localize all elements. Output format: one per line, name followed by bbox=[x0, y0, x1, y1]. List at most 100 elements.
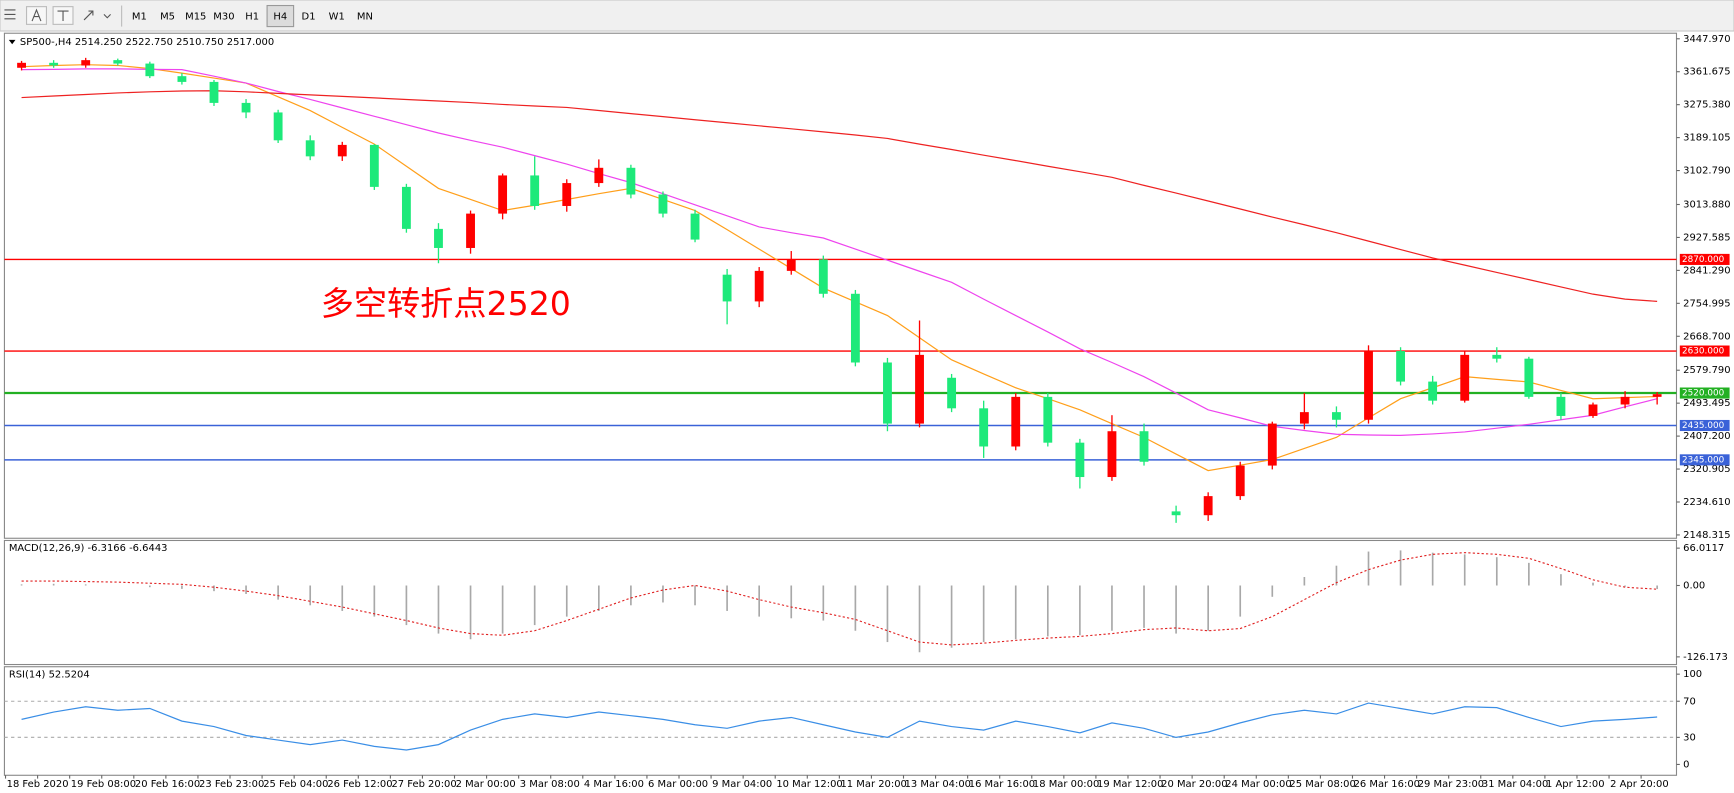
y-tick-label: 30 bbox=[1683, 732, 1696, 743]
moving-average bbox=[21, 68, 1658, 436]
x-tick-label: 11 Mar 20:00 bbox=[840, 779, 906, 790]
x-tick-label: 19 Mar 12:00 bbox=[1097, 779, 1163, 790]
text-tool-glyph bbox=[31, 8, 42, 22]
main-panel bbox=[3, 32, 1678, 539]
y-tick-label: 0.00 bbox=[1683, 580, 1705, 591]
y-tick-label: 100 bbox=[1683, 669, 1702, 680]
candle-body bbox=[915, 354, 924, 424]
y-tick-label: 2754.995 bbox=[1683, 298, 1730, 309]
y-tick-label: 0 bbox=[1683, 759, 1689, 770]
candle-body bbox=[1203, 496, 1213, 516]
x-tick-label: 13 Mar 04:00 bbox=[905, 779, 971, 790]
candle-body bbox=[786, 259, 796, 271]
timeframe-button[interactable] bbox=[295, 5, 322, 27]
y-tick-label: 3013.880 bbox=[1683, 199, 1730, 210]
candle-body bbox=[145, 63, 155, 77]
candle-body bbox=[1364, 351, 1373, 420]
candle-body bbox=[883, 362, 892, 424]
y-tick-label: 2407.200 bbox=[1683, 431, 1730, 442]
candle-body bbox=[979, 408, 989, 447]
text-tool[interactable] bbox=[25, 6, 47, 25]
candle-body bbox=[337, 144, 347, 157]
x-tick-label: 20 Mar 20:00 bbox=[1161, 779, 1227, 790]
y-tick-label: 2841.290 bbox=[1683, 265, 1730, 276]
candle-body bbox=[1620, 396, 1630, 405]
timeframe-label[interactable]: M1 bbox=[132, 12, 147, 23]
timeframe-button[interactable] bbox=[266, 4, 295, 28]
level-label-box bbox=[1679, 454, 1730, 466]
candle-body bbox=[113, 60, 123, 64]
x-tick-label: 1 Apr 12:00 bbox=[1546, 779, 1605, 790]
y-tick-label: 2668.700 bbox=[1683, 331, 1730, 342]
level-label: 2345.000 bbox=[1682, 455, 1725, 465]
timeframe-button[interactable] bbox=[182, 5, 210, 27]
candle-body bbox=[1428, 381, 1438, 401]
label-tool-glyph bbox=[57, 10, 69, 22]
y-tick-label: 3275.380 bbox=[1683, 100, 1730, 111]
x-tick-label: 2 Mar 00:00 bbox=[456, 779, 516, 790]
annotation: 多空转折点2520 bbox=[321, 284, 571, 323]
timeframe-button[interactable] bbox=[126, 5, 153, 27]
x-tick-label: 20 Feb 16:00 bbox=[135, 779, 200, 790]
candle-body bbox=[594, 167, 604, 184]
menu-icon[interactable] bbox=[4, 9, 16, 20]
y-tick-label: 2148.315 bbox=[1683, 530, 1730, 541]
candle-body bbox=[1139, 431, 1149, 462]
timeframe-label[interactable]: M15 bbox=[185, 12, 206, 23]
macd-signal bbox=[21, 552, 1658, 646]
x-tick-label: 26 Feb 12:00 bbox=[327, 779, 392, 790]
candle-body bbox=[1460, 354, 1470, 401]
x-tick-label: 23 Feb 23:00 bbox=[199, 779, 264, 790]
y-tick-label: 2320.905 bbox=[1683, 464, 1730, 475]
timeframe-button[interactable] bbox=[154, 5, 181, 27]
candle-body bbox=[1171, 511, 1181, 516]
level-label: 2630.000 bbox=[1682, 347, 1725, 357]
timeframe-label[interactable]: W1 bbox=[329, 12, 345, 23]
level-label-box bbox=[1679, 345, 1730, 357]
level-label: 2520.000 bbox=[1682, 389, 1725, 399]
candle-body bbox=[1267, 423, 1277, 466]
timeframe-button[interactable] bbox=[323, 5, 351, 27]
candle-body bbox=[1588, 404, 1598, 416]
timeframe-label[interactable]: H4 bbox=[273, 12, 287, 23]
toolbar-icons bbox=[4, 5, 123, 27]
candle-body bbox=[754, 270, 764, 302]
y-tick-label: -126.173 bbox=[1683, 652, 1728, 663]
timeframe-button[interactable] bbox=[238, 5, 266, 27]
candle-body bbox=[722, 274, 732, 302]
x-tick-label: 18 Mar 00:00 bbox=[1033, 779, 1099, 790]
timeframe-button[interactable] bbox=[210, 5, 238, 27]
candle-body bbox=[1011, 396, 1021, 447]
x-tick-label: 19 Feb 08:00 bbox=[71, 779, 136, 790]
level-label: 2435.000 bbox=[1682, 421, 1725, 431]
timeframe-label[interactable]: D1 bbox=[302, 12, 316, 23]
timeframe-label[interactable]: M30 bbox=[213, 12, 234, 23]
candle-body bbox=[177, 76, 187, 82]
x-tick-label: 24 Mar 00:00 bbox=[1225, 779, 1291, 790]
candle-body bbox=[1299, 412, 1309, 424]
candle-body bbox=[81, 60, 91, 66]
candle-body bbox=[17, 62, 26, 68]
timeframe-label[interactable]: M5 bbox=[160, 12, 175, 23]
candle-body bbox=[434, 228, 443, 248]
plot-layer: 3447.970 3361.675 3275.380 3189.105 3102.790… bbox=[4, 34, 1731, 790]
level-label-box bbox=[1679, 387, 1730, 399]
candle-body bbox=[1332, 412, 1341, 420]
rsi-panel bbox=[3, 666, 1678, 776]
x-tick-label: 6 Mar 00:00 bbox=[648, 779, 708, 790]
timeframe-label[interactable]: H1 bbox=[245, 12, 259, 23]
arrow-tool[interactable] bbox=[83, 10, 111, 21]
candle-body bbox=[818, 259, 828, 294]
timeframe-button[interactable] bbox=[351, 5, 379, 27]
timeframe-label[interactable]: MN bbox=[357, 12, 373, 23]
macd-title: MACD(12,26,9) -6.3166 -6.6443 bbox=[9, 543, 168, 554]
candle-body bbox=[626, 167, 636, 195]
candle-body bbox=[1524, 358, 1534, 397]
y-tick-label: 3361.675 bbox=[1683, 67, 1730, 78]
candle-body bbox=[466, 213, 475, 248]
x-tick-label: 9 Mar 04:00 bbox=[712, 779, 772, 790]
x-tick-label: 26 Mar 16:00 bbox=[1354, 779, 1420, 790]
candle-body bbox=[658, 194, 668, 214]
candle-body bbox=[1652, 394, 1662, 397]
